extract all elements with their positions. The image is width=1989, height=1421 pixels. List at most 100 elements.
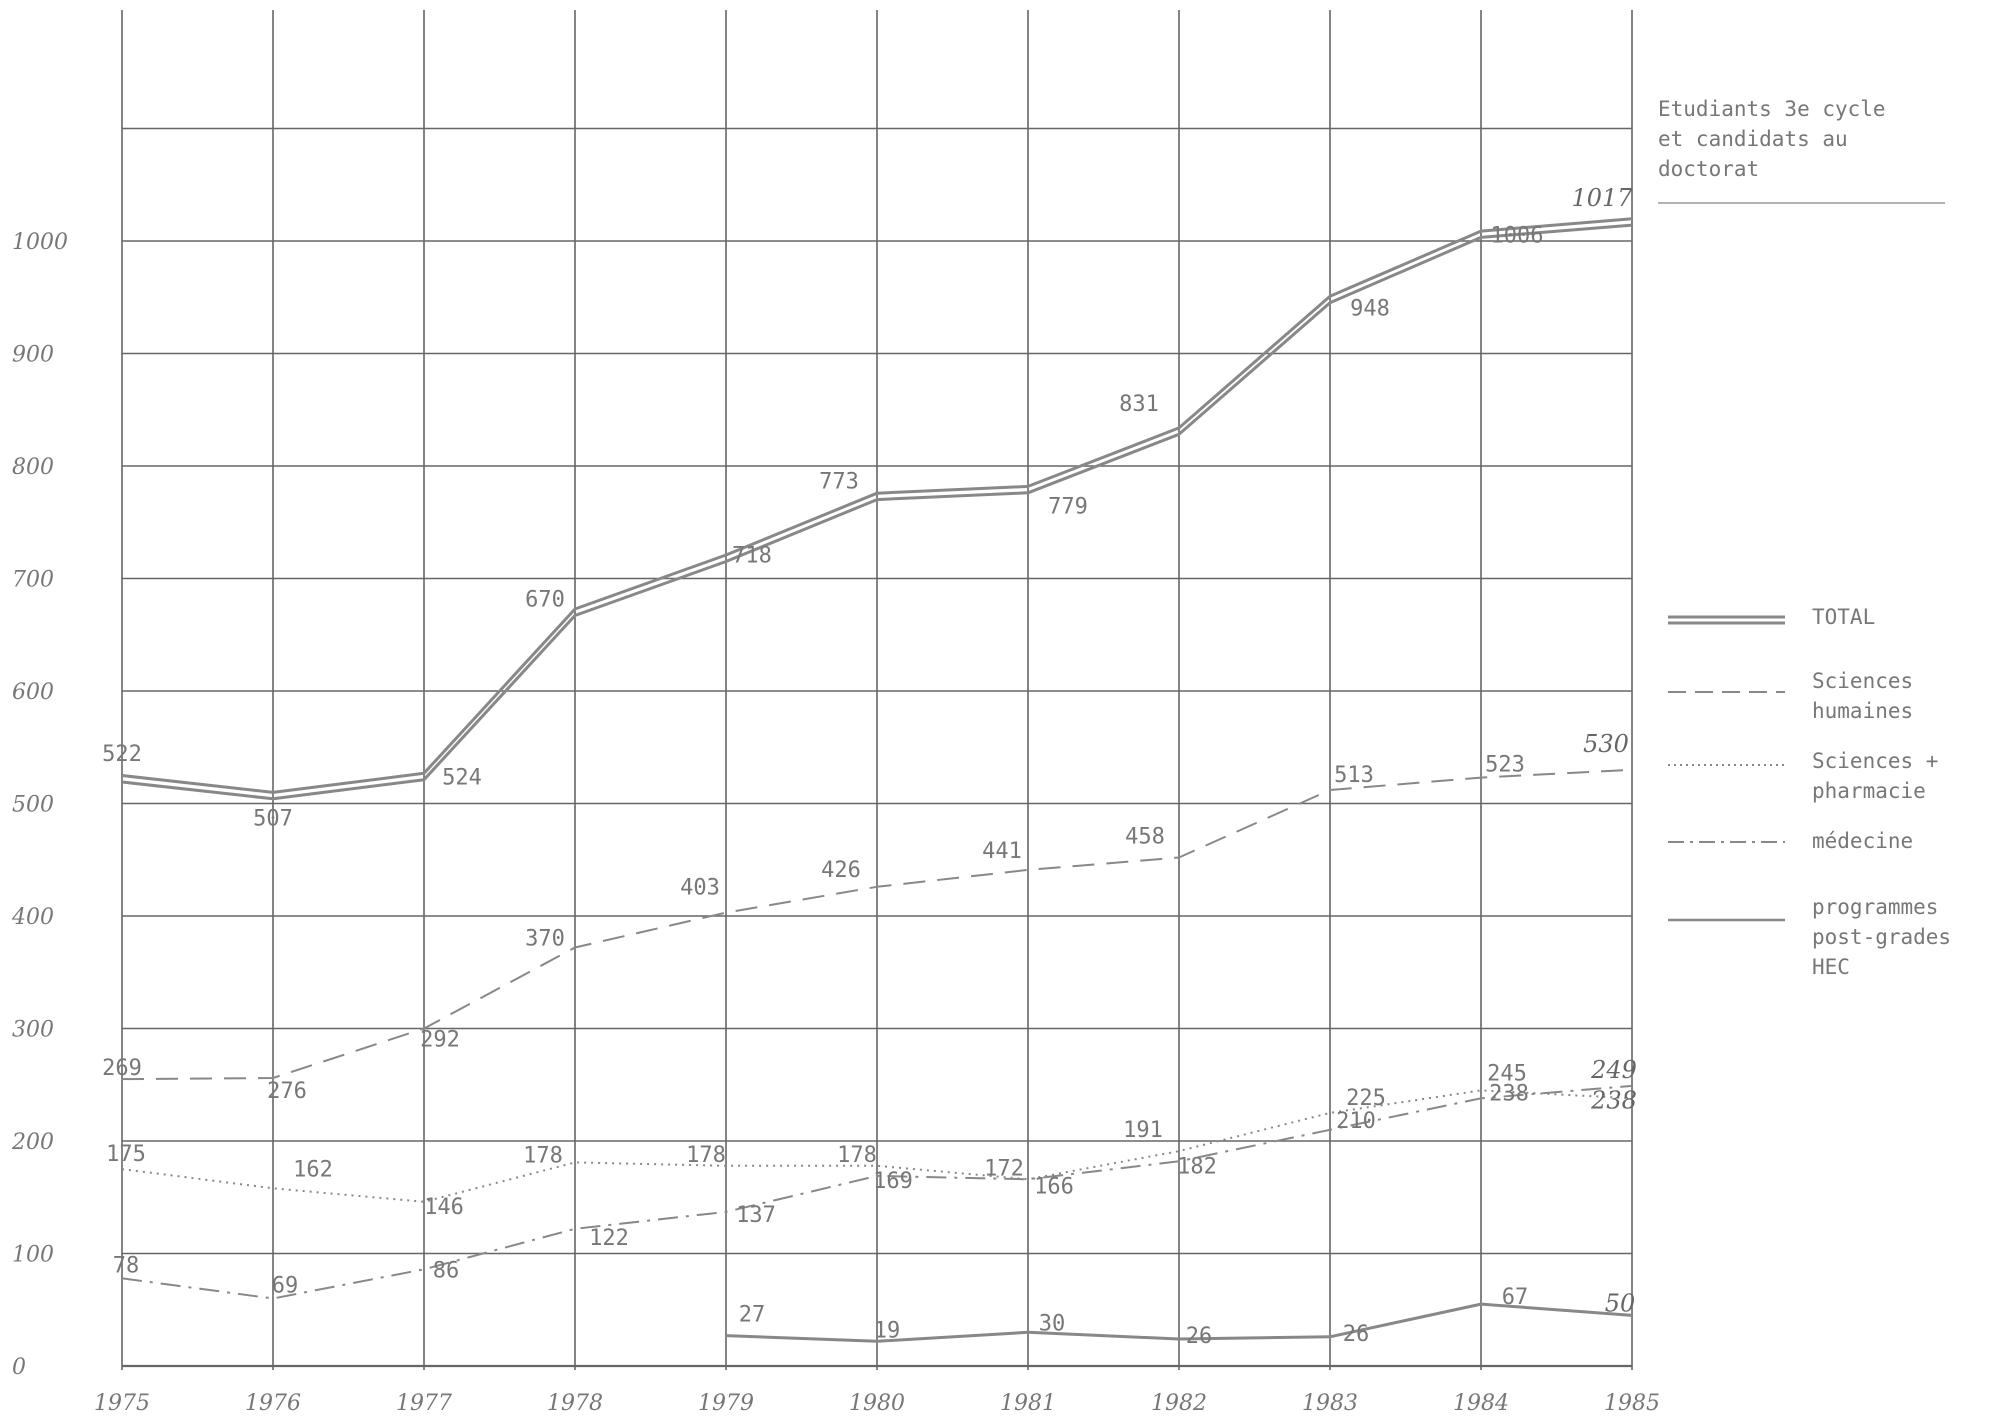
y-axis-ticks: 0 100 200 300 400 500 600 700 800 900 1000: [11, 230, 68, 1380]
data-label-medecine: 69: [272, 1274, 299, 1299]
data-label-sciences_pharmacie: 162: [293, 1157, 333, 1182]
y-tick-label: 1000: [12, 230, 68, 255]
data-label-sciences_pharmacie: 178: [523, 1143, 563, 1168]
data-label-sciences_humaines: 426: [821, 858, 861, 883]
y-tick-label: 400: [11, 905, 54, 930]
data-label-hec: 30: [1039, 1311, 1066, 1336]
data-label-total: 948: [1350, 297, 1390, 322]
y-tick-label: 200: [11, 1130, 54, 1155]
data-label-medecine: 238: [1489, 1081, 1529, 1106]
data-label-hec: 50: [1605, 1289, 1636, 1317]
data-label-hec: 67: [1502, 1285, 1529, 1310]
data-label-sciences_humaines: 441: [982, 839, 1022, 864]
series-lines: [121, 217, 1633, 1343]
chart-title: Etudiants 3e cycle et candidats au docto…: [1658, 97, 1945, 204]
legend-label-total: TOTAL: [1812, 605, 1875, 629]
data-label-sciences_pharmacie: 178: [686, 1143, 726, 1168]
legend: TOTAL Sciences humaines Sciences + pharm…: [1668, 605, 1951, 979]
legend-label-sciences-pharmacie-1: Sciences +: [1812, 749, 1938, 773]
data-label-sciences_pharmacie: 225: [1346, 1086, 1386, 1111]
data-label-sciences_pharmacie: 178: [837, 1143, 877, 1168]
data-label-sciences_humaines: 458: [1125, 825, 1165, 850]
data-labels: 522 507 524 670 718 773 779 831 948 1006 1017 269 27…: [102, 184, 1637, 1349]
data-label-total: 1017: [1571, 184, 1633, 212]
data-label-total: 779: [1048, 495, 1088, 520]
data-label-medecine: 86: [433, 1258, 460, 1283]
data-label-total: 718: [732, 543, 772, 568]
data-label-total: 831: [1119, 392, 1159, 417]
series-line-sciences_humaines: [121, 768, 1633, 1081]
legend-item-hec: programmes post-grades HEC: [1668, 895, 1951, 979]
legend-item-sciences-pharmacie: Sciences + pharmacie: [1668, 749, 1938, 803]
data-label-total: 507: [253, 807, 293, 832]
x-tick-label: 1975: [94, 1391, 150, 1416]
y-tick-label: 300: [12, 1018, 54, 1043]
x-tick-label: 1977: [396, 1391, 452, 1416]
data-label-sciences_humaines: 530: [1583, 730, 1629, 758]
data-label-sciences_humaines: 276: [267, 1079, 307, 1104]
data-label-total: 773: [819, 469, 859, 494]
x-tick-label: 1981: [1000, 1391, 1056, 1416]
data-label-sciences_pharmacie: 245: [1487, 1061, 1527, 1086]
y-tick-label: 900: [12, 343, 54, 368]
data-label-total: 522: [102, 742, 142, 767]
legend-item-sciences-humaines: Sciences humaines: [1668, 669, 1913, 723]
x-tick-label: 1978: [547, 1391, 603, 1416]
data-label-medecine: 169: [873, 1169, 913, 1194]
data-label-medecine: 210: [1336, 1109, 1376, 1134]
x-tick-label: 1983: [1302, 1391, 1358, 1416]
data-label-medecine: 78: [113, 1253, 140, 1278]
legend-label-hec-3: HEC: [1812, 955, 1850, 979]
data-label-total: 1006: [1491, 223, 1544, 248]
x-tick-label: 1982: [1151, 1391, 1207, 1416]
data-label-hec: 26: [1343, 1322, 1370, 1347]
y-tick-label: 100: [12, 1243, 54, 1268]
data-label-sciences_humaines: 370: [525, 927, 565, 952]
legend-item-total: TOTAL: [1668, 605, 1875, 629]
data-label-hec: 27: [739, 1303, 766, 1328]
data-label-medecine: 249: [1590, 1056, 1637, 1084]
series-line-medecine: [121, 1084, 1633, 1300]
data-label-medecine: 137: [736, 1203, 776, 1228]
data-label-sciences_humaines: 292: [420, 1028, 460, 1053]
data-label-hec: 26: [1186, 1324, 1213, 1349]
title-line-2: et candidats au: [1658, 127, 1848, 151]
data-label-hec: 19: [874, 1318, 901, 1343]
data-label-sciences_pharmacie: 172: [984, 1156, 1024, 1181]
series-line-total-2: [121, 223, 1633, 801]
data-label-medecine: 182: [1177, 1154, 1217, 1179]
series-line-sciences_pharmacie: [121, 1089, 1633, 1203]
title-line-3: doctorat: [1658, 157, 1759, 181]
series-line-total-1: [121, 217, 1633, 794]
legend-label-hec-1: programmes: [1812, 895, 1938, 919]
title-line-1: Etudiants 3e cycle: [1658, 97, 1886, 121]
data-label-sciences_pharmacie: 238: [1590, 1086, 1637, 1114]
series-line-hec: [725, 1302, 1633, 1343]
legend-label-sciences-humaines-1: Sciences: [1812, 669, 1913, 693]
x-axis-ticks: 1975 1976 1977 1978 1979 1980 1981 1982 1983 1984…: [94, 1391, 1660, 1416]
x-tick-label: 1976: [245, 1391, 301, 1416]
y-tick-label: 500: [12, 793, 54, 818]
y-tick-label: 700: [12, 568, 54, 593]
data-label-sciences_humaines: 269: [102, 1056, 142, 1081]
grid: [121, 10, 1633, 1370]
x-tick-label: 1980: [849, 1391, 905, 1416]
y-tick-label: 800: [12, 455, 54, 480]
data-label-medecine: 166: [1034, 1174, 1074, 1199]
data-label-sciences_pharmacie: 175: [106, 1142, 146, 1167]
data-label-sciences_humaines: 403: [680, 876, 720, 901]
legend-label-medecine: médecine: [1812, 829, 1913, 853]
legend-label-hec-2: post-grades: [1812, 925, 1951, 949]
data-label-sciences_pharmacie: 146: [424, 1195, 464, 1220]
legend-item-medecine: médecine: [1668, 829, 1913, 853]
y-tick-label: 600: [12, 680, 54, 705]
data-label-sciences_humaines: 523: [1485, 753, 1525, 778]
data-label-medecine: 122: [589, 1226, 629, 1251]
data-label-sciences_humaines: 513: [1334, 763, 1374, 788]
data-label-total: 524: [442, 766, 482, 791]
legend-label-sciences-pharmacie-2: pharmacie: [1812, 779, 1926, 803]
data-label-total: 670: [525, 587, 565, 612]
legend-label-sciences-humaines-2: humaines: [1812, 699, 1913, 723]
